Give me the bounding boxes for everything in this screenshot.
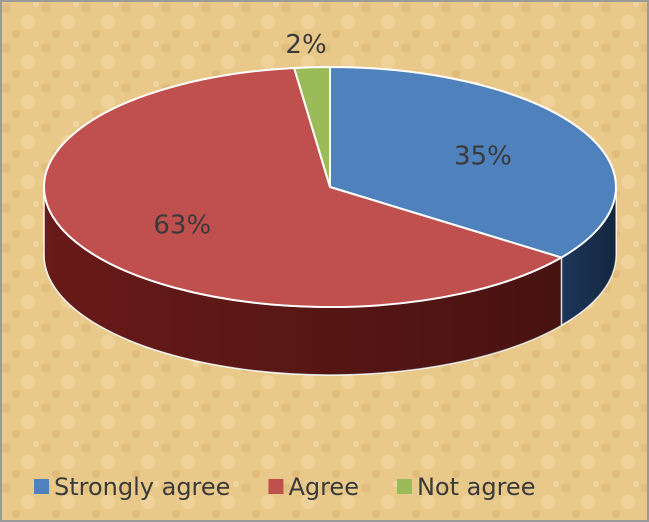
- legend-label-strongly-agree: Strongly agree: [54, 473, 230, 501]
- legend-swatch-not-agree: [396, 479, 412, 494]
- pie-tops: [43, 66, 617, 308]
- data-label-strongly-agree: 35%: [454, 141, 512, 171]
- legend-swatch-agree: [268, 479, 284, 494]
- pie-slice-not-agree: [293, 66, 331, 188]
- pie-slice-strongly-agree: [329, 66, 617, 259]
- pie-sides: [43, 186, 617, 376]
- legend-swatch-strongly-agree: [34, 479, 49, 494]
- pie-labels: 35% 63% 2%: [153, 30, 511, 240]
- pie-side-shade: [44, 187, 562, 376]
- legend: Strongly agree Agree Not agree: [34, 473, 535, 501]
- data-label-agree: 63%: [153, 211, 211, 241]
- data-label-not-agree: 2%: [285, 30, 326, 60]
- legend-label-not-agree: Not agree: [417, 473, 536, 501]
- pie-side-shade: [561, 187, 616, 326]
- pie-slice-agree: [43, 66, 563, 308]
- legend-label-agree: Agree: [288, 473, 359, 501]
